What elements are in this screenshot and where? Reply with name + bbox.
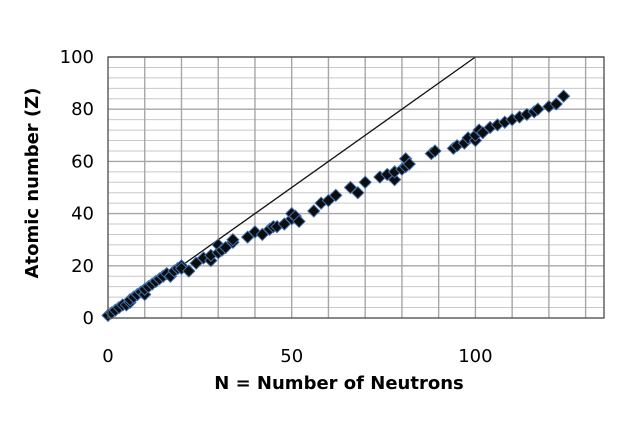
- data-point: [428, 144, 442, 158]
- data-point: [307, 204, 321, 218]
- x-tick-label: 50: [280, 346, 303, 367]
- y-tick-label: 80: [71, 99, 94, 120]
- y-tick-label: 0: [83, 308, 94, 329]
- data-points: [101, 89, 571, 323]
- data-point: [292, 214, 306, 229]
- data-point: [402, 157, 416, 171]
- x-tick-label: 100: [458, 346, 492, 367]
- data-point: [329, 188, 343, 203]
- data-point: [226, 232, 240, 247]
- y-tick-label: 60: [71, 151, 94, 172]
- data-point: [358, 175, 372, 189]
- plot-area-border: [107, 56, 605, 319]
- data-point: [556, 89, 571, 103]
- data-point: [351, 186, 365, 200]
- x-tick-labels: 0 50 100: [102, 346, 492, 367]
- data-point: [387, 172, 402, 187]
- y-tick-labels: 0 20 40 60 80 100: [60, 47, 94, 329]
- minor-gridlines: [108, 66, 604, 309]
- data-point: [182, 264, 196, 278]
- x-tick-label: 0: [102, 346, 113, 367]
- data-point: [549, 97, 563, 111]
- x-axis-title: N = Number of Neutrons: [214, 373, 463, 394]
- data-point: [531, 102, 545, 116]
- y-tick-label: 20: [71, 256, 94, 277]
- y-tick-label: 100: [60, 47, 94, 68]
- plot-frame: [107, 56, 605, 319]
- y-axis-title: Atomic number (Z): [22, 88, 43, 279]
- y-tick-label: 40: [71, 204, 94, 225]
